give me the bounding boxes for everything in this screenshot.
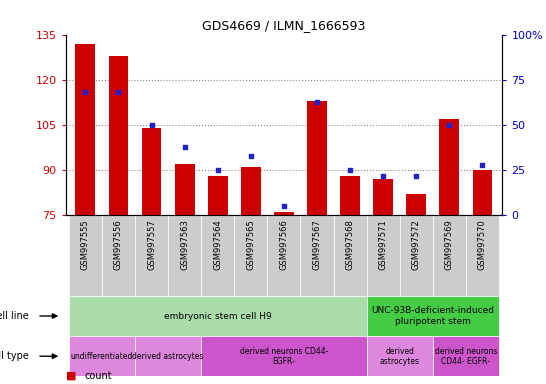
Point	[213, 167, 222, 173]
Bar	[373, 179, 393, 215]
Text: count: count	[85, 371, 112, 381]
Bar	[466, 215, 499, 296]
Point	[379, 173, 388, 179]
Text: derived neurons
CD44- EGFR-: derived neurons CD44- EGFR-	[435, 346, 497, 366]
Bar	[168, 215, 201, 296]
Bar	[69, 296, 367, 336]
Bar	[175, 164, 194, 215]
Text: derived astrocytes: derived astrocytes	[133, 352, 204, 361]
Bar	[274, 212, 294, 215]
Text: derived neurons CD44-
EGFR-: derived neurons CD44- EGFR-	[240, 346, 328, 366]
Point	[246, 153, 255, 159]
Point	[81, 89, 90, 96]
Text: GSM997569: GSM997569	[445, 220, 454, 270]
Text: ■: ■	[66, 371, 76, 381]
Bar	[300, 215, 334, 296]
Bar	[433, 336, 499, 376]
Bar	[340, 176, 360, 215]
Point	[180, 144, 189, 150]
Bar	[472, 170, 492, 215]
Text: derived
astrocytes: derived astrocytes	[379, 346, 420, 366]
Bar	[367, 215, 400, 296]
Bar	[367, 336, 433, 376]
Text: UNC-93B-deficient-induced
pluripotent stem: UNC-93B-deficient-induced pluripotent st…	[371, 306, 494, 326]
Point	[114, 89, 123, 96]
Text: GSM997555: GSM997555	[81, 220, 90, 270]
Bar	[201, 215, 234, 296]
Bar	[367, 296, 499, 336]
Text: GSM997572: GSM997572	[412, 220, 421, 270]
Text: GSM997568: GSM997568	[346, 220, 354, 270]
Point	[147, 122, 156, 128]
Bar	[141, 128, 162, 215]
Bar	[234, 215, 268, 296]
Point	[445, 122, 454, 128]
Text: GSM997567: GSM997567	[312, 220, 322, 270]
Text: undifferentiated: undifferentiated	[71, 352, 133, 361]
Text: GSM997563: GSM997563	[180, 220, 189, 270]
Point	[412, 173, 420, 179]
Bar	[102, 215, 135, 296]
Bar	[268, 215, 300, 296]
Bar	[208, 176, 228, 215]
Bar	[334, 215, 367, 296]
Text: cell type: cell type	[0, 351, 28, 361]
Text: GSM997557: GSM997557	[147, 220, 156, 270]
Bar	[440, 119, 459, 215]
Bar	[241, 167, 261, 215]
Text: GSM997566: GSM997566	[280, 220, 288, 270]
Text: GSM997571: GSM997571	[379, 220, 388, 270]
Text: GSM997556: GSM997556	[114, 220, 123, 270]
Bar	[400, 215, 433, 296]
Text: embryonic stem cell H9: embryonic stem cell H9	[164, 311, 271, 321]
Point	[478, 162, 487, 168]
Bar	[433, 215, 466, 296]
Text: GSM997565: GSM997565	[246, 220, 256, 270]
Text: GSM997564: GSM997564	[213, 220, 222, 270]
Point	[280, 204, 288, 210]
Bar	[201, 336, 367, 376]
Bar	[135, 215, 168, 296]
Bar	[109, 56, 128, 215]
Title: GDS4669 / ILMN_1666593: GDS4669 / ILMN_1666593	[202, 19, 366, 32]
Point	[313, 98, 322, 104]
Bar	[307, 101, 327, 215]
Bar	[75, 44, 96, 215]
Bar	[69, 336, 135, 376]
Bar	[69, 215, 102, 296]
Text: cell line: cell line	[0, 311, 28, 321]
Text: GSM997570: GSM997570	[478, 220, 487, 270]
Bar	[406, 194, 426, 215]
Bar	[135, 336, 201, 376]
Point	[346, 167, 354, 173]
